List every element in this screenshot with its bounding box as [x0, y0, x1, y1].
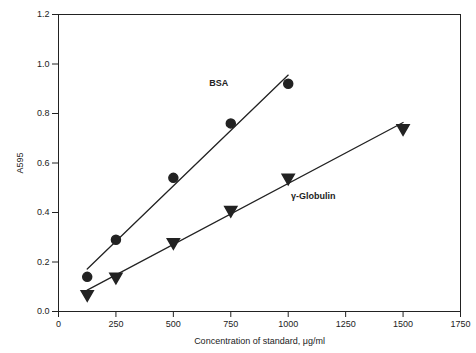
svg-text:0.2: 0.2 — [37, 257, 50, 267]
svg-text:1500: 1500 — [393, 319, 413, 329]
svg-text:1.0: 1.0 — [37, 59, 50, 69]
svg-text:0.4: 0.4 — [37, 207, 50, 217]
svg-text:1.2: 1.2 — [37, 9, 50, 19]
svg-text:750: 750 — [223, 319, 238, 329]
svg-text:γ-Globulin: γ-Globulin — [291, 191, 336, 201]
svg-text:1000: 1000 — [278, 319, 298, 329]
svg-text:0: 0 — [56, 319, 61, 329]
svg-text:0.0: 0.0 — [37, 306, 50, 316]
svg-text:1250: 1250 — [336, 319, 356, 329]
svg-text:A595: A595 — [15, 152, 25, 173]
svg-text:Concentration of standard, μg/: Concentration of standard, μg/ml — [194, 336, 325, 346]
svg-text:BSA: BSA — [209, 78, 229, 88]
svg-text:1750: 1750 — [450, 319, 470, 329]
svg-text:0.6: 0.6 — [37, 158, 50, 168]
svg-text:0.8: 0.8 — [37, 108, 50, 118]
svg-text:250: 250 — [108, 319, 123, 329]
svg-text:500: 500 — [166, 319, 181, 329]
